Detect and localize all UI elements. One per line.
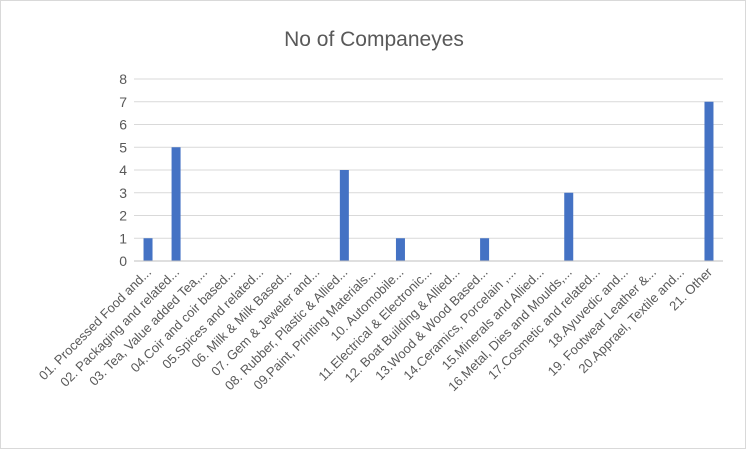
- x-axis-labels: 01. Processed Food and...02. Packaging a…: [36, 264, 716, 394]
- bar-21: [704, 101, 714, 261]
- y-tick-label-5: 5: [119, 139, 127, 155]
- bar-8: [339, 170, 349, 261]
- y-tick-label-8: 8: [119, 71, 127, 87]
- y-tick-label-3: 3: [119, 185, 127, 201]
- x-category-label-3: 03. Tea, Value added Tea,...: [86, 265, 210, 389]
- y-tick-label-0: 0: [119, 253, 127, 269]
- bar-16: [564, 192, 574, 261]
- gridlines: [134, 78, 723, 239]
- y-tick-label-1: 1: [119, 230, 127, 246]
- y-tick-label-4: 4: [119, 162, 127, 178]
- x-category-label-2: 02. Packaging and related...: [57, 265, 182, 390]
- y-tick-label-2: 2: [119, 208, 127, 224]
- bars: [143, 101, 714, 261]
- y-tick-label-6: 6: [119, 117, 127, 133]
- bar-2: [171, 147, 181, 261]
- y-tick-label-7: 7: [119, 94, 127, 110]
- y-axis-ticks: 0 1 2 3 4 5 6 7 8: [119, 71, 127, 269]
- chart-title: No of Companeyes: [284, 28, 464, 51]
- bar-10: [395, 238, 405, 261]
- bar-1: [143, 238, 153, 261]
- bar-13: [480, 238, 490, 261]
